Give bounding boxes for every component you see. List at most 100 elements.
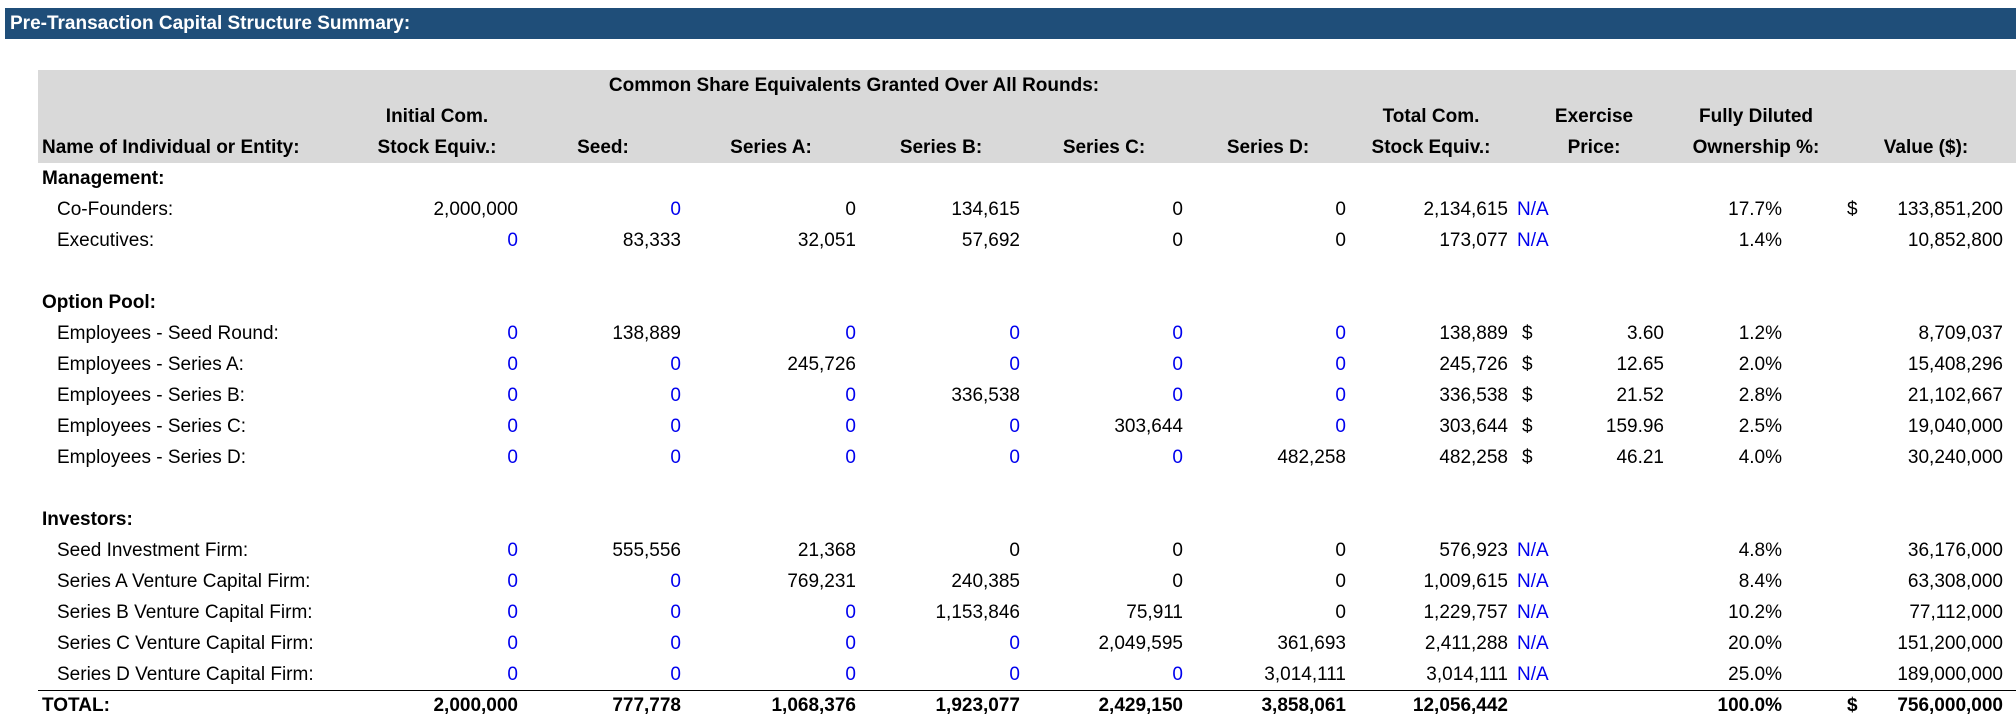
exercise-price: N/A [1517,540,1549,561]
cell: 32,051 [797,230,856,251]
group-header: Common Share Equivalents Granted Over Al… [608,75,1100,96]
value: 15,408,296 [1907,354,2003,375]
cell: 0 [845,416,856,437]
cell: 0 [507,664,518,685]
section-label: Management: [42,168,165,189]
cell: 0 [1172,664,1183,685]
cell: 0 [507,385,518,406]
cell: 138,889 [612,323,681,344]
cell: 245,726 [1439,354,1508,375]
cell: 57,692 [961,230,1020,251]
cell: 0 [1009,354,1020,375]
cell: 0 [1172,447,1183,468]
cell: 0 [1172,571,1183,592]
cell: 2,000,000 [433,695,518,716]
cell: 0 [1172,385,1183,406]
cell: 576,923 [1439,540,1508,561]
exercise-price: 46.21 [1616,447,1664,468]
currency: $ [1847,695,1858,716]
cell: 303,644 [1439,416,1508,437]
value: 19,040,000 [1907,416,2003,437]
cell: 482,258 [1439,447,1508,468]
exercise-price: 159.96 [1605,416,1664,437]
cell: 0 [670,354,681,375]
cell: 0 [670,633,681,654]
ownership: 1.2% [1738,323,1782,344]
cell: 0 [845,447,856,468]
value: 756,000,000 [1897,695,2003,716]
cell: 0 [1335,354,1346,375]
cell: 134,615 [951,199,1020,220]
ownership: 10.2% [1728,602,1782,623]
exercise-price: 3.60 [1627,323,1664,344]
row-label: Employees - Series C: [57,416,247,437]
cell: 1,923,077 [935,695,1020,716]
ownership: 20.0% [1728,633,1782,654]
value: 133,851,200 [1897,199,2003,220]
cell: 0 [507,602,518,623]
title: Pre-Transaction Capital Structure Summar… [10,13,411,34]
cell: 303,644 [1114,416,1183,437]
row-label: Seed Investment Firm: [57,540,249,561]
cell: 0 [1335,571,1346,592]
section-label: Option Pool: [42,292,156,313]
cell: 75,911 [1126,602,1183,623]
ownership: 17.7% [1728,199,1782,220]
row-label: Executives: [57,230,155,251]
cell: 0 [1335,540,1346,561]
cell: 0 [845,323,856,344]
section-label: Investors: [42,509,133,530]
value: 63,308,000 [1907,571,2003,592]
column-header: Initial Com. [385,106,489,127]
ownership: 1.4% [1738,230,1782,251]
row-label: Employees - Series A: [57,354,244,375]
cell: 1,153,846 [935,602,1020,623]
cell: 0 [1172,354,1183,375]
cell: 0 [507,447,518,468]
value: 8,709,037 [1918,323,2003,344]
cell: 0 [1172,230,1183,251]
currency: $ [1522,385,1533,406]
ownership: 8.4% [1738,571,1782,592]
cell: 0 [1335,230,1346,251]
cell: 336,538 [1439,385,1508,406]
cell: 0 [1009,416,1020,437]
cell: 0 [670,199,681,220]
cell: 2,000,000 [433,199,518,220]
cell: 2,429,150 [1098,695,1183,716]
cell: 0 [1335,323,1346,344]
cell: 0 [1009,540,1020,561]
cell: 138,889 [1439,323,1508,344]
ownership: 4.8% [1738,540,1782,561]
cell: 2,049,595 [1098,633,1183,654]
cell: 336,538 [951,385,1020,406]
cell: 0 [1009,664,1020,685]
column-header: Ownership %: [1692,137,1820,158]
cell: 0 [507,354,518,375]
column-header: Series A: [730,137,812,158]
ownership: 25.0% [1728,664,1782,685]
cell: 0 [1009,447,1020,468]
exercise-price: N/A [1517,199,1549,220]
cell: 83,333 [622,230,681,251]
cell: 0 [670,602,681,623]
cell: 0 [507,416,518,437]
column-header: Name of Individual or Entity: [42,137,300,158]
cell: 0 [507,323,518,344]
cell: 12,056,442 [1412,695,1508,716]
ownership: 2.0% [1738,354,1782,375]
cell: 482,258 [1277,447,1346,468]
column-header: Stock Equiv.: [1371,137,1491,158]
cell: 0 [1335,199,1346,220]
column-header: Fully Diluted [1699,106,1813,127]
exercise-price: 12.65 [1616,354,1664,375]
column-header: Series B: [899,137,983,158]
cell: 0 [670,416,681,437]
ownership: 4.0% [1738,447,1782,468]
column-header: Stock Equiv.: [377,137,497,158]
currency: $ [1522,354,1533,375]
ownership: 100.0% [1717,695,1782,716]
value: 36,176,000 [1907,540,2003,561]
row-label: Employees - Seed Round: [57,323,279,344]
